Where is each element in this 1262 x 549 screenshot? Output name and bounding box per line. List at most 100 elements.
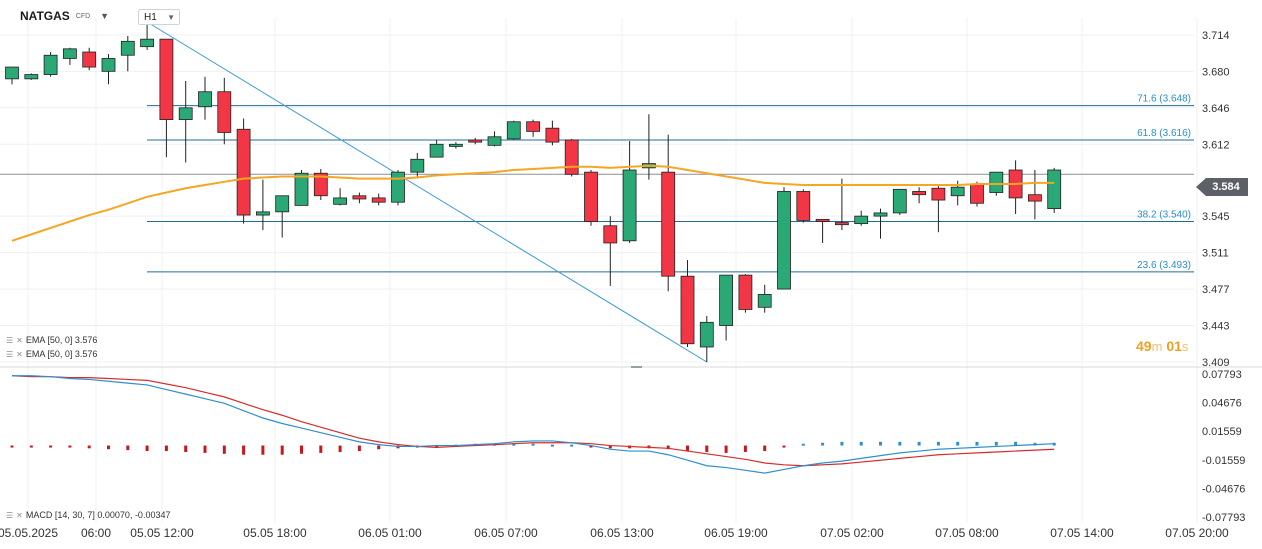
candle-down <box>584 171 598 222</box>
candle-down <box>680 275 695 345</box>
candle-down <box>1028 194 1042 202</box>
candle-up <box>255 211 270 216</box>
macd-histogram-bar <box>666 445 670 450</box>
macd-histogram-bar <box>107 445 110 450</box>
candle-down <box>82 51 97 68</box>
symbol-type-badge: CFD <box>75 12 91 20</box>
candle-down <box>835 222 849 226</box>
macd-histogram-bar <box>743 445 747 452</box>
settings-icon[interactable]: ☰ <box>6 510 14 520</box>
candle-down <box>217 91 232 133</box>
symbol-selector[interactable]: NATGAS CFD ▼ <box>20 9 109 23</box>
y-tick-label: 3.612 <box>1202 139 1230 151</box>
fib-level-label: 71.6 (3.648) <box>1137 94 1191 105</box>
candle-up <box>1047 169 1062 210</box>
candle-down <box>796 191 811 221</box>
indicator-legend-macd[interactable]: ☰ ✕ MACD [14, 30, 7] 0.00070, -0.00347 <box>6 510 170 520</box>
macd-histogram-bar <box>821 442 825 446</box>
macd-histogram-bar <box>994 441 998 446</box>
candle-down <box>159 38 174 121</box>
macd-signal-line <box>11 375 1055 467</box>
candle-up <box>622 169 637 242</box>
countdown-seconds-unit: s <box>1181 339 1189 354</box>
x-tick-label: 07.05 08:00 <box>935 526 999 540</box>
x-tick-label: 07.05 20:00 <box>1165 526 1229 540</box>
current-price-value: 3.584 <box>1212 181 1240 193</box>
macd-y-tick-label: 0.07793 <box>1202 369 1242 381</box>
macd-y-tick-label: 0.01559 <box>1202 426 1242 438</box>
indicator-legend-ema-1[interactable]: ☰ ✕ EMA [50, 0] 3.576 <box>6 335 97 345</box>
x-tick-label: 07.05 02:00 <box>820 526 884 540</box>
macd-histogram-bar <box>570 444 574 447</box>
macd-histogram-bar <box>763 445 767 452</box>
macd-histogram-bar <box>686 445 689 452</box>
settings-icon[interactable]: ☰ <box>6 349 14 359</box>
candle-down <box>970 183 984 204</box>
candle-down <box>236 128 251 216</box>
indicator-label: MACD [14, 30, 7] 0.00070, -0.00347 <box>25 510 171 520</box>
candle-down <box>545 127 560 143</box>
macd-histogram-bar <box>145 445 149 452</box>
countdown-seconds: 01 <box>1166 338 1182 354</box>
macd-histogram-bar <box>126 445 130 451</box>
candle-up <box>854 215 869 225</box>
x-tick-label: 05.05 12:00 <box>130 526 194 540</box>
close-icon[interactable]: ✕ <box>16 510 23 520</box>
y-tick-label: 3.545 <box>1202 211 1230 223</box>
y-tick-label: 3.511 <box>1202 248 1229 260</box>
macd-histogram-bar <box>975 441 979 446</box>
x-tick-label: 05.05 18:00 <box>243 526 307 540</box>
fib-level-label: 61.8 (3.616) <box>1137 128 1191 139</box>
candle-up <box>63 48 77 59</box>
candle-up <box>757 294 772 308</box>
x-tick-label: 05.05.2025 <box>0 526 58 540</box>
macd-histogram-bar <box>608 445 612 449</box>
candle-down <box>313 172 328 197</box>
macd-y-tick-label: -0.07793 <box>1202 512 1245 524</box>
countdown-minutes-unit: m <box>1151 339 1163 354</box>
candle-up <box>275 195 290 213</box>
fib-level-label: 38.2 (3.540) <box>1137 209 1191 220</box>
macd-histogram-bar <box>29 445 33 448</box>
candle-up <box>719 274 733 326</box>
indicator-legend-ema-2[interactable]: ☰ ✕ EMA [50, 0] 3.576 <box>6 349 97 359</box>
candle-up <box>429 143 444 158</box>
y-tick-label: 3.646 <box>1202 103 1230 115</box>
candle-up <box>5 66 19 80</box>
y-tick-label: 3.477 <box>1202 284 1230 296</box>
macd-histogram-bar <box>319 445 323 453</box>
macd-histogram-bar <box>87 445 91 449</box>
close-icon[interactable]: ✕ <box>16 335 23 345</box>
macd-histogram-bar <box>936 441 940 446</box>
current-price-badge: 3.584 <box>1196 178 1248 196</box>
candle-up <box>120 40 135 56</box>
macd-histogram-bar <box>898 441 902 446</box>
candle-up <box>873 212 888 217</box>
indicator-label: EMA [50, 0] 3.576 <box>25 349 98 359</box>
macd-histogram-bar <box>705 445 709 452</box>
macd-histogram-bar <box>280 445 284 455</box>
candle-down <box>603 225 618 244</box>
macd-histogram-bar <box>261 445 265 455</box>
macd-histogram-bar <box>550 444 554 447</box>
macd-histogram-bar <box>242 445 246 455</box>
symbol-name[interactable]: NATGAS <box>20 9 70 23</box>
macd-y-tick-label: 0.04676 <box>1202 398 1242 410</box>
timeframe-selector[interactable]: H1 ▼ <box>138 9 180 25</box>
candle-countdown-timer: 49m 01s <box>1136 338 1188 354</box>
macd-histogram-bar <box>589 445 593 448</box>
chevron-down-icon[interactable]: ▼ <box>100 11 110 21</box>
chevron-down-icon[interactable]: ▼ <box>167 12 175 22</box>
candle-down <box>738 274 753 310</box>
y-tick-label: 3.680 <box>1202 66 1230 78</box>
candle-up <box>43 54 58 75</box>
close-icon[interactable]: ✕ <box>16 349 23 359</box>
macd-histogram-bar <box>49 445 53 448</box>
y-tick-label: 3.443 <box>1202 321 1230 333</box>
candle-up <box>101 58 116 72</box>
settings-icon[interactable]: ☰ <box>6 335 14 345</box>
macd-histogram-bar <box>531 443 535 446</box>
trendline <box>146 21 708 363</box>
